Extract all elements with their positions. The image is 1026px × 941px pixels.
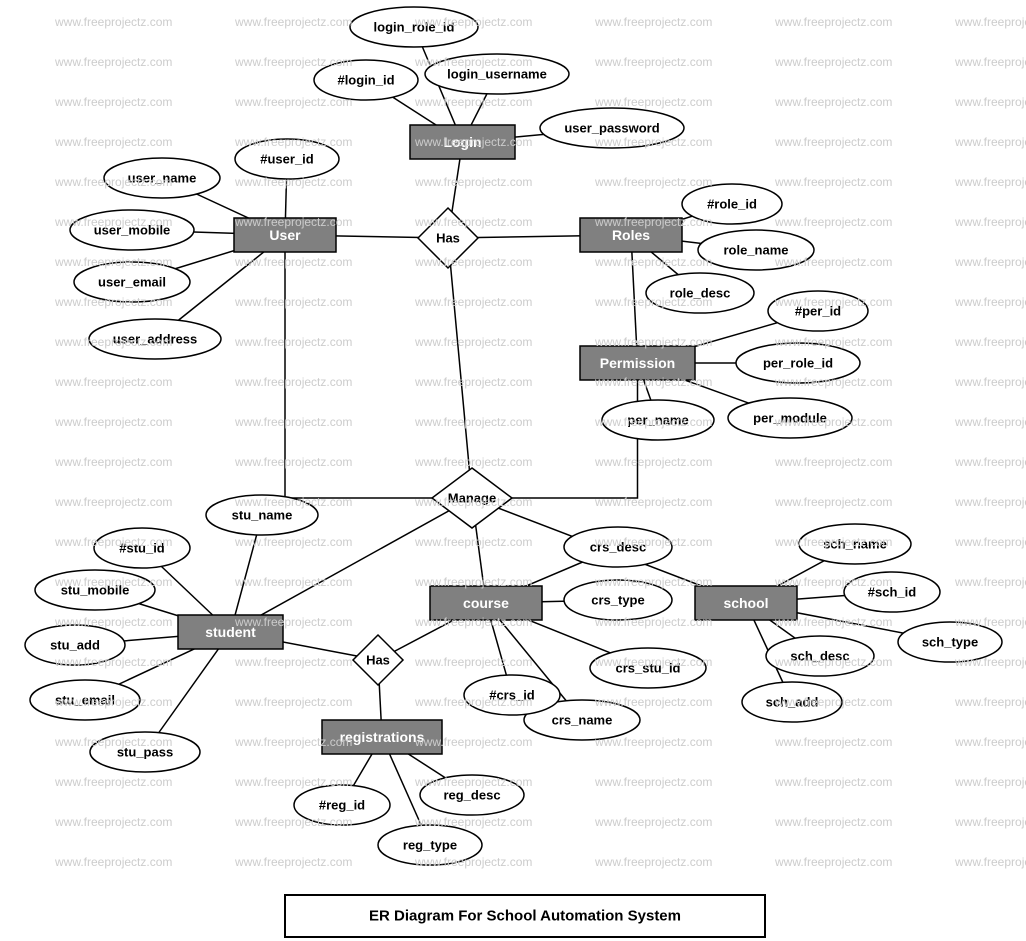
svg-text:reg_type: reg_type: [403, 838, 457, 853]
attribute-user-password: user_password: [540, 108, 684, 148]
attribute-role-id: #role_id: [682, 184, 782, 224]
attribute-crs-id: #crs_id: [464, 675, 560, 715]
entity-course: course: [430, 586, 542, 620]
attribute-crs-desc: crs_desc: [564, 527, 672, 567]
svg-text:reg_desc: reg_desc: [443, 788, 500, 803]
entity-roles: Roles: [580, 218, 682, 252]
attribute-reg-type: reg_type: [378, 825, 482, 865]
svg-text:per_name: per_name: [627, 413, 688, 428]
entity-permission: Permission: [580, 346, 695, 380]
edge: [631, 235, 638, 363]
svg-text:sch_name: sch_name: [823, 537, 887, 552]
svg-text:User: User: [269, 227, 301, 243]
svg-text:user_address: user_address: [113, 332, 198, 347]
svg-text:stu_pass: stu_pass: [117, 745, 173, 760]
svg-text:registrations: registrations: [340, 729, 425, 745]
attribute-stu-pass: stu_pass: [90, 732, 200, 772]
attribute-user-address: user_address: [89, 319, 221, 359]
svg-text:role_name: role_name: [723, 243, 788, 258]
svg-text:stu_mobile: stu_mobile: [61, 583, 130, 598]
svg-text:#sch_id: #sch_id: [868, 585, 916, 600]
svg-text:user_name: user_name: [128, 171, 197, 186]
er-diagram: login_role_id #login_id login_usernameuser…: [0, 0, 1026, 941]
svg-text:login_username: login_username: [447, 67, 547, 82]
svg-text:sch_add: sch_add: [766, 695, 819, 710]
svg-text:Roles: Roles: [612, 227, 650, 243]
svg-text:school: school: [723, 595, 768, 611]
svg-text:Has: Has: [436, 231, 460, 246]
attribute-reg-id: #reg_id: [294, 785, 390, 825]
attribute-role-desc: role_desc: [646, 273, 754, 313]
edge: [448, 238, 472, 498]
svg-text:Login: Login: [443, 134, 481, 150]
attribute-user-id: #user_id: [235, 139, 339, 179]
attribute-stu-name: stu_name: [206, 495, 318, 535]
attribute-login-username: login_username: [425, 54, 569, 94]
attribute-per-module: per_module: [728, 398, 852, 438]
svg-text:crs_stu_id: crs_stu_id: [615, 661, 680, 676]
svg-text:sch_type: sch_type: [922, 635, 978, 650]
attribute-stu-email: stu_email: [30, 680, 140, 720]
attribute-stu-add: stu_add: [25, 625, 125, 665]
svg-text:ER Diagram For School Automati: ER Diagram For School Automation System: [369, 908, 681, 925]
svg-text:stu_add: stu_add: [50, 638, 100, 653]
attribute-sch-add: sch_add: [742, 682, 842, 722]
svg-text:crs_type: crs_type: [591, 593, 644, 608]
svg-text:#user_id: #user_id: [260, 152, 314, 167]
attribute-per-name: per_name: [602, 400, 714, 440]
svg-text:crs_desc: crs_desc: [590, 540, 646, 555]
svg-text:sch_desc: sch_desc: [790, 649, 849, 664]
attribute-per-role-id: per_role_id: [736, 343, 860, 383]
attribute-crs-type: crs_type: [564, 580, 672, 620]
svg-text:per_role_id: per_role_id: [763, 356, 833, 371]
entity-school: school: [695, 586, 797, 620]
relationship-has2: Has: [353, 635, 403, 685]
svg-text:#stu_id: #stu_id: [119, 541, 165, 556]
svg-text:#login_id: #login_id: [337, 73, 394, 88]
svg-text:#per_id: #per_id: [795, 304, 841, 319]
edge: [285, 235, 472, 498]
attribute-sch-id: #sch_id: [844, 572, 940, 612]
attribute-sch-name: sch_name: [799, 524, 911, 564]
attribute-login-role-id: login_role_id: [350, 7, 478, 47]
svg-text:Manage: Manage: [448, 491, 496, 506]
entity-student: student: [178, 615, 283, 649]
svg-text:#role_id: #role_id: [707, 197, 757, 212]
svg-text:user_password: user_password: [564, 121, 659, 136]
svg-text:role_desc: role_desc: [670, 286, 731, 301]
svg-text:stu_name: stu_name: [232, 508, 293, 523]
svg-text:#reg_id: #reg_id: [319, 798, 365, 813]
relationship-manage: Manage: [432, 468, 512, 528]
attribute-user-mobile: user_mobile: [70, 210, 194, 250]
svg-text:user_email: user_email: [98, 275, 166, 290]
svg-text:user_mobile: user_mobile: [94, 223, 171, 238]
attribute-per-id: #per_id: [768, 291, 868, 331]
attribute-sch-desc: sch_desc: [766, 636, 874, 676]
attribute-reg-desc: reg_desc: [420, 775, 524, 815]
entity-registrations: registrations: [322, 720, 442, 754]
attribute-stu-id: #stu_id: [94, 528, 190, 568]
entity-user: User: [234, 218, 336, 252]
svg-text:login_role_id: login_role_id: [374, 20, 455, 35]
diagram-title: ER Diagram For School Automation System: [285, 895, 765, 937]
svg-text:Permission: Permission: [600, 355, 675, 371]
svg-text:course: course: [463, 595, 509, 611]
attribute-stu-mobile: stu_mobile: [35, 570, 155, 610]
attribute-user-email: user_email: [74, 262, 190, 302]
svg-text:#crs_id: #crs_id: [489, 688, 535, 703]
svg-text:stu_email: stu_email: [55, 693, 115, 708]
attribute-crs-stu-id: crs_stu_id: [590, 648, 706, 688]
entity-login: Login: [410, 125, 515, 159]
svg-text:student: student: [205, 624, 256, 640]
svg-text:per_module: per_module: [753, 411, 827, 426]
attribute-role-name: role_name: [698, 230, 814, 270]
attribute-sch-type: sch_type: [898, 622, 1002, 662]
attribute-user-name: user_name: [104, 158, 220, 198]
attribute-login-id: #login_id: [314, 60, 418, 100]
svg-text:crs_name: crs_name: [552, 713, 613, 728]
relationship-has1: Has: [418, 208, 478, 268]
svg-text:Has: Has: [366, 653, 390, 668]
